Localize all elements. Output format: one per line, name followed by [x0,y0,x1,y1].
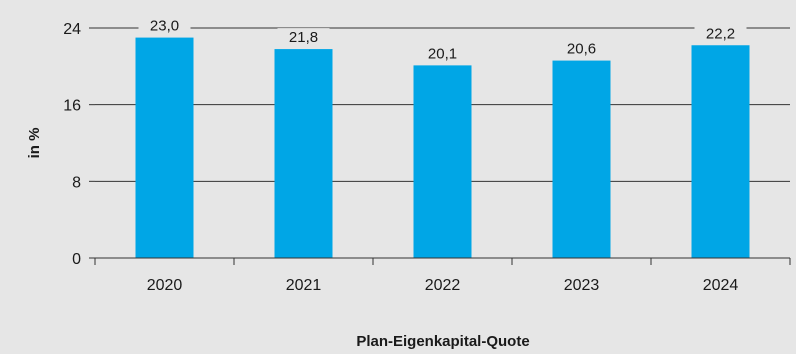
data-label-bg-2023 [555,39,608,58]
x-tick-label-2022: 2022 [425,277,461,294]
y-tick-label-0: 0 [72,251,81,268]
labels: 0 8 16 24 23,0 2020 21,8 2021 20,1 2022 20,6 2023 22… [63,16,747,294]
bar-2021 [274,49,333,259]
bar-2023 [552,60,611,259]
x-tick-label-2023: 2023 [564,277,600,294]
data-label-2023: 20,6 [567,41,596,58]
data-label-bg-2020 [138,16,191,35]
data-label-bg-2021 [277,28,330,47]
bars [135,37,750,259]
y-tick-label-16: 16 [63,98,81,115]
bar-2024 [691,45,750,258]
x-axis-title: Plan-Eigenkapital-Quote [356,333,529,350]
x-tick-label-2020: 2020 [147,277,183,294]
data-label-2021: 21,8 [289,29,318,46]
data-label-bg-2024 [694,24,747,43]
y-axis-title: in % [26,128,43,159]
data-label-2024: 22,2 [706,25,735,42]
data-label-2022: 20,1 [428,45,457,62]
y-tick-label-8: 8 [72,174,81,191]
x-tick-label-2024: 2024 [703,277,739,294]
y-tick-label-24: 24 [63,21,81,38]
axes [89,27,791,265]
data-label-2020: 23,0 [150,18,179,35]
data-label-bg-2022 [416,44,469,63]
x-tick-label-2021: 2021 [286,277,322,294]
bar-2022 [413,65,472,258]
bar-2020 [135,37,194,259]
